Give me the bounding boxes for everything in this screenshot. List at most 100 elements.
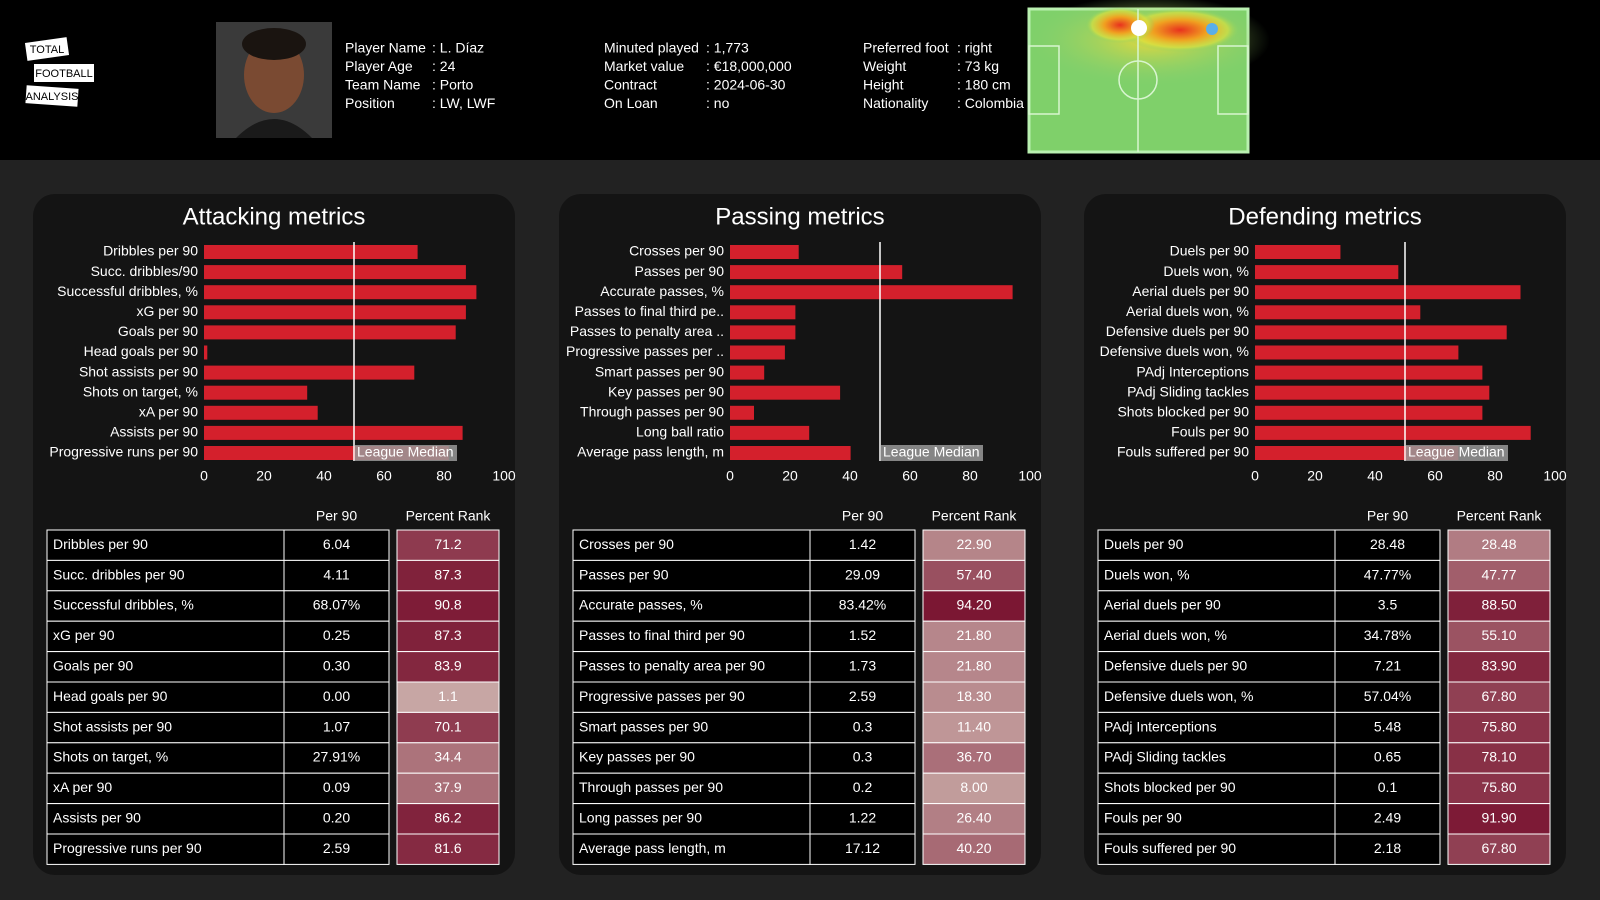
metrics-panel: Attacking metrics Dribbles per 90 Succ. dr…	[33, 194, 516, 875]
x-tick-label: 40	[1367, 468, 1383, 484]
rank-cell	[396, 590, 500, 622]
bar	[730, 345, 785, 360]
table-cell	[1097, 651, 1336, 683]
logo-text: TOTAL	[30, 44, 64, 56]
column-header: Per 90	[316, 508, 357, 524]
table-cell	[283, 651, 390, 683]
rank-cell	[396, 651, 500, 683]
y-tick-label: Duels won, %	[1163, 263, 1249, 279]
table-cell	[283, 803, 390, 835]
percent-rank: 91.90	[1481, 810, 1516, 826]
player-photo	[216, 22, 332, 138]
table-cell	[572, 742, 811, 774]
x-tick-label: 60	[902, 468, 918, 484]
table-cell	[1334, 803, 1441, 835]
table-cell	[1334, 742, 1441, 774]
metric-name: Fouls per 90	[1104, 810, 1182, 826]
metric-name: xA per 90	[53, 779, 112, 795]
info-label: Preferred foot	[863, 40, 949, 56]
x-tick-label: 60	[1427, 468, 1443, 484]
metric-name: Goals per 90	[53, 658, 133, 674]
bar	[1255, 325, 1507, 340]
metric-name: Fouls suffered per 90	[1104, 840, 1236, 856]
metric-name: Key passes per 90	[579, 749, 695, 765]
table-cell	[572, 803, 811, 835]
player-info: Player Name: L. Díaz Player Age: 24 Team N…	[345, 40, 1024, 112]
photo-shirt	[236, 119, 312, 138]
per-90-value: 2.49	[1374, 810, 1401, 826]
rank-cell	[922, 833, 1026, 865]
per-90-value: 1.07	[323, 718, 350, 734]
table-cell	[46, 651, 285, 683]
table-cell	[572, 590, 811, 622]
metric-name: Successful dribbles, %	[53, 597, 194, 613]
info-label: Player Name	[345, 40, 426, 56]
x-tick-label: 100	[1018, 468, 1042, 484]
table-cell	[46, 559, 285, 592]
y-tick-label: Through passes per 90	[580, 404, 724, 420]
y-tick-label: Defensive duels won, %	[1100, 343, 1249, 359]
info-value: : LW, LWF	[432, 95, 495, 111]
chart-title: Attacking metrics	[183, 203, 366, 230]
y-tick-label: Crosses per 90	[629, 243, 724, 259]
logo-text: ANALYSIS	[26, 91, 79, 103]
bar	[1255, 285, 1521, 300]
bar	[730, 385, 841, 400]
percent-rank: 87.3	[434, 627, 461, 643]
percent-rank: 71.2	[434, 536, 461, 552]
metric-name: Shot assists per 90	[53, 718, 172, 734]
y-tick-label: Duels per 90	[1170, 243, 1250, 259]
table-cell	[1334, 590, 1441, 622]
y-tick-label: Goals per 90	[118, 323, 198, 339]
bar	[204, 425, 463, 440]
per-90-value: 0.25	[323, 627, 350, 643]
rank-cell	[922, 803, 1026, 835]
metric-name: Aerial duels won, %	[1104, 627, 1227, 643]
table-cell	[283, 620, 390, 653]
per-90-value: 34.78%	[1364, 627, 1411, 643]
table-cell	[283, 833, 390, 865]
per-90-value: 6.04	[323, 536, 350, 552]
logo-text: FOOTBALL	[35, 68, 92, 80]
metric-name: Shots blocked per 90	[1104, 779, 1236, 795]
per-90-value: 1.52	[849, 627, 876, 643]
logo-box	[24, 37, 70, 61]
info-label: Height	[863, 77, 904, 93]
bar	[204, 365, 415, 380]
percent-rank: 67.80	[1481, 840, 1516, 856]
metric-name: Accurate passes, %	[579, 597, 703, 613]
metric-name: Progressive passes per 90	[579, 688, 745, 704]
x-tick-label: 0	[200, 468, 208, 484]
info-label: Contract	[604, 77, 657, 93]
table-cell	[46, 711, 285, 744]
median-label-bg	[355, 445, 457, 461]
y-tick-label: Aerial duels per 90	[1132, 283, 1249, 299]
rank-cell	[1447, 681, 1551, 713]
info-label: On Loan	[604, 95, 658, 111]
metric-name: Assists per 90	[53, 810, 141, 826]
per-90-value: 1.42	[849, 536, 876, 552]
rank-cell	[1447, 590, 1551, 622]
percent-rank: 47.77	[1481, 566, 1516, 582]
percent-rank: 81.6	[434, 840, 461, 856]
table-cell	[1334, 529, 1441, 561]
x-tick-label: 80	[1487, 468, 1503, 484]
metric-name: Defensive duels won, %	[1104, 688, 1253, 704]
y-tick-label: Shot assists per 90	[79, 363, 198, 379]
metric-name: Progressive runs per 90	[53, 840, 202, 856]
rank-cell	[922, 711, 1026, 744]
table-cell	[283, 529, 390, 561]
bar	[1255, 345, 1459, 360]
info-value: : 2024-06-30	[706, 77, 786, 93]
per-90-value: 1.73	[849, 658, 876, 674]
y-tick-label: Succ. dribbles/90	[91, 263, 199, 279]
bar	[1255, 405, 1483, 420]
rank-cell	[396, 529, 500, 561]
info-label: Market value	[604, 58, 684, 74]
table-cell	[283, 681, 390, 713]
table-cell	[46, 803, 285, 835]
metric-name: Passes to final third per 90	[579, 627, 745, 643]
y-tick-label: Head goals per 90	[84, 343, 199, 359]
column-header: Per 90	[1367, 508, 1408, 524]
x-tick-label: 0	[1251, 468, 1259, 484]
